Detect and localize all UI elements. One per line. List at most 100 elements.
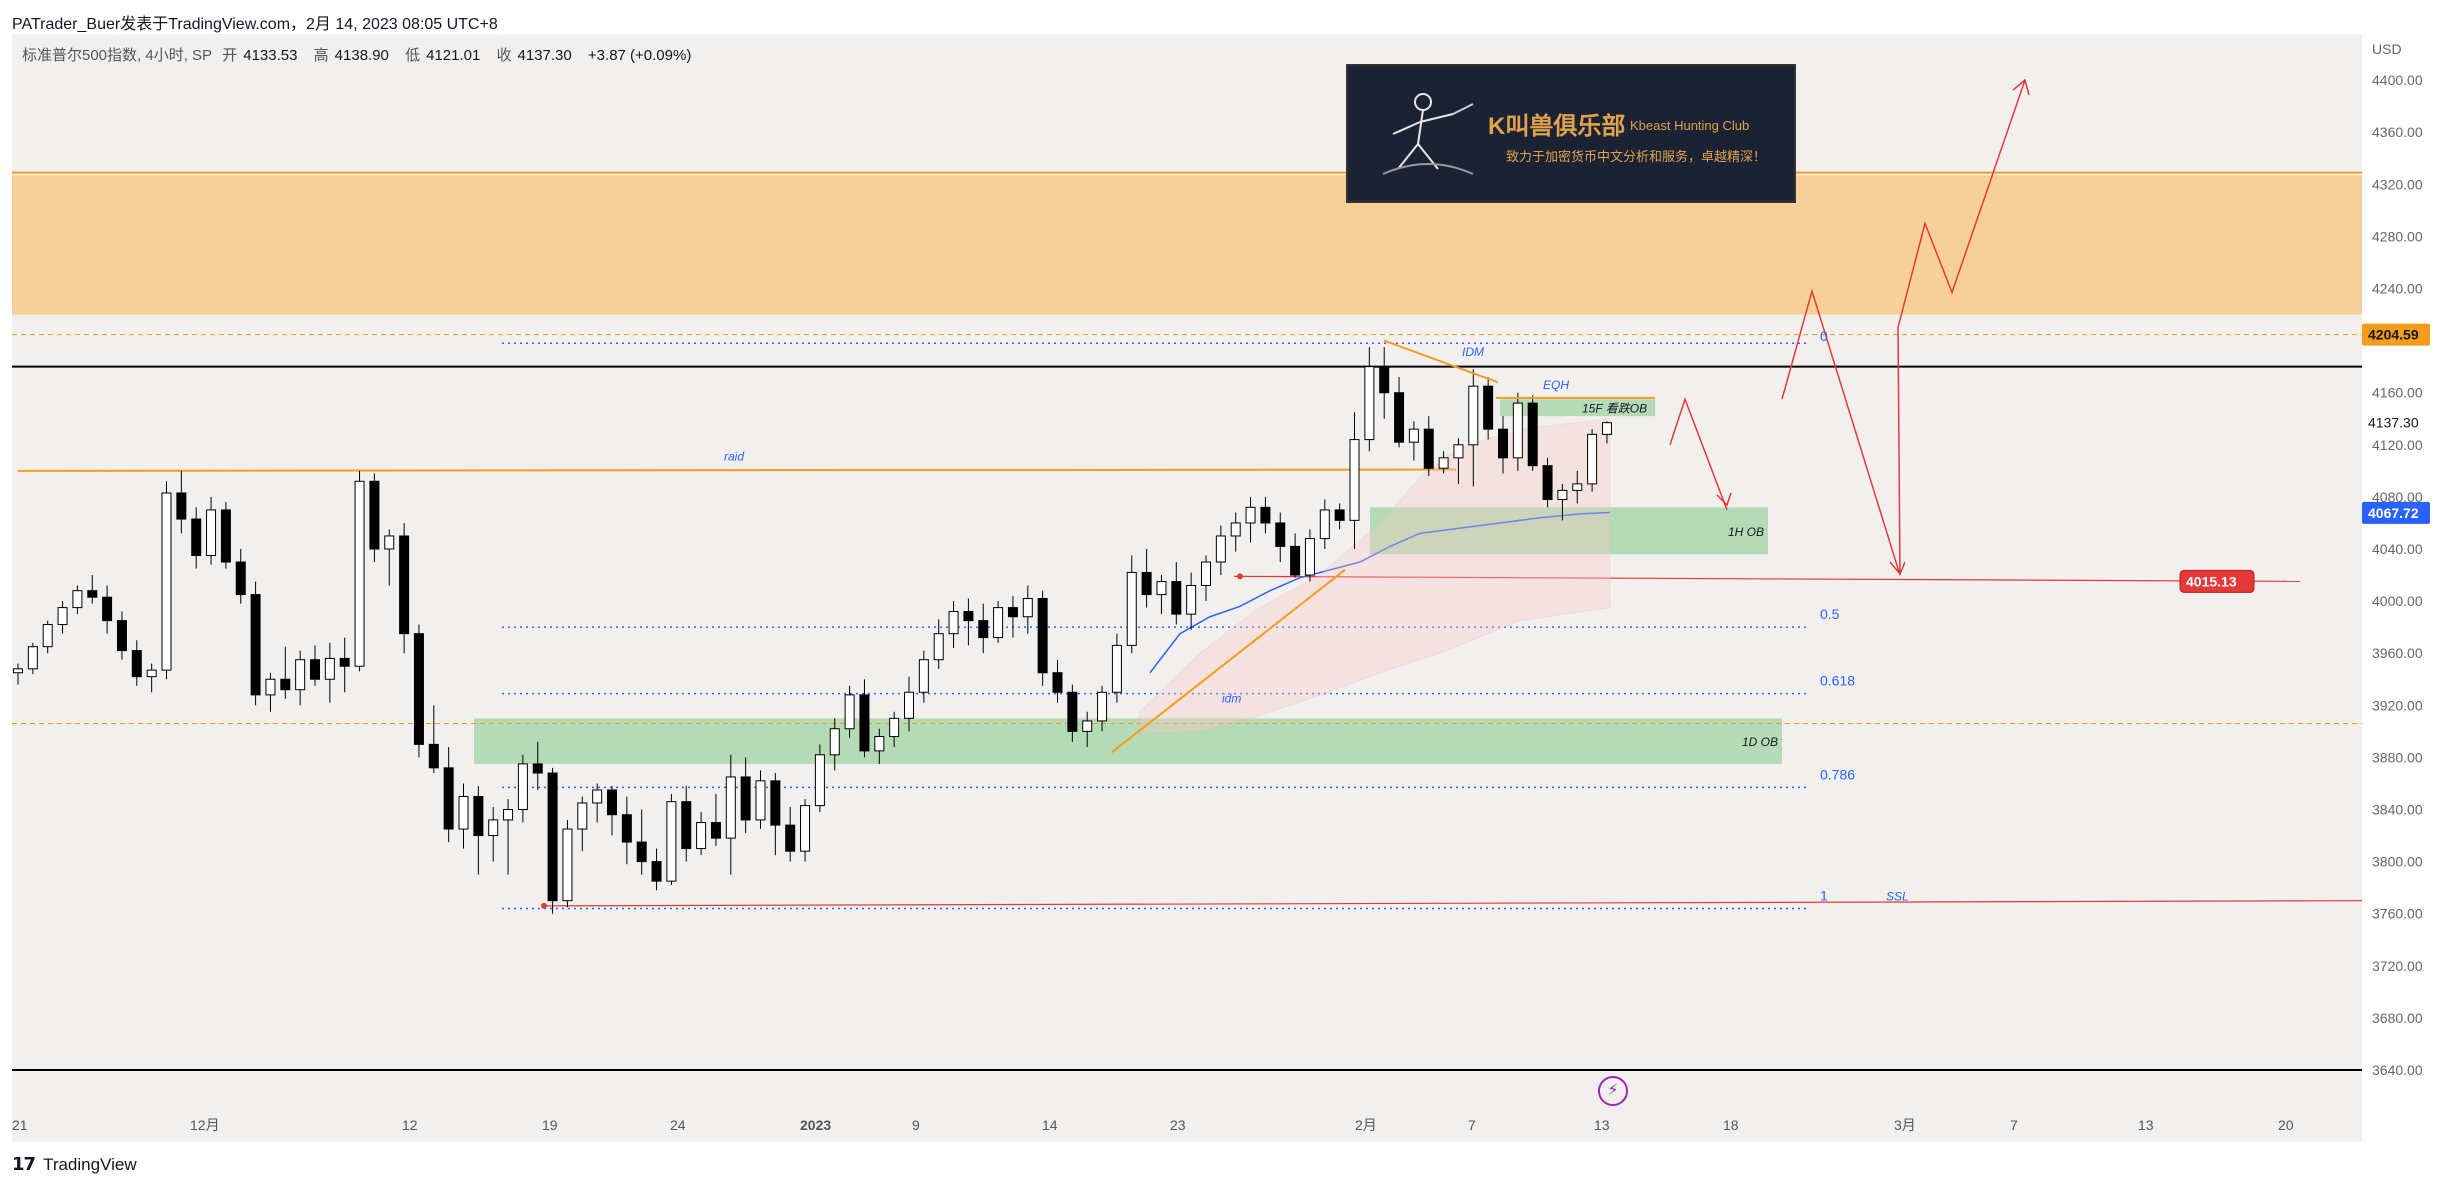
candle-body <box>13 668 23 674</box>
zone-15f-ob <box>1500 399 1655 417</box>
fib-label: 1 <box>1820 887 1828 903</box>
candle-body <box>636 841 647 863</box>
candle-body <box>176 492 187 520</box>
tradingview-footer[interactable]: 𝟭𝟳 TradingView <box>12 1154 137 1175</box>
y-tick-label: 4320.00 <box>2372 176 2423 192</box>
x-tick-label: 3月 <box>1894 1117 1916 1133</box>
candle-body <box>1601 422 1612 435</box>
candle-body <box>1349 439 1360 521</box>
arrowhead-icon <box>1716 492 1732 507</box>
candle-body <box>1557 489 1568 501</box>
candle-body <box>1052 672 1063 693</box>
candle-body <box>354 480 365 667</box>
candle-body <box>42 624 53 648</box>
candle-body <box>577 802 588 830</box>
candle-body <box>1201 561 1211 586</box>
y-tick-label: 3880.00 <box>2372 749 2423 765</box>
candle-body <box>1319 509 1330 540</box>
symbol-label[interactable]: 标准普尔500指数, 4小时, SP <box>22 47 213 64</box>
zone-label: 1H OB <box>1728 525 1764 539</box>
y-tick-label: 4360.00 <box>2372 124 2423 140</box>
low-value: 4121.01 <box>426 47 481 64</box>
tradingview-logo-icon: 𝟭𝟳 <box>12 1154 36 1174</box>
candle-body <box>1156 581 1167 596</box>
fib-label: 0.786 <box>1820 766 1855 782</box>
y-tick-label: 3960.00 <box>2372 645 2423 661</box>
candle-body <box>220 509 231 563</box>
candle-body <box>547 772 558 902</box>
candle-body <box>651 861 662 882</box>
candle-body <box>829 728 840 756</box>
candle-body <box>1097 691 1108 722</box>
x-tick-label: 13 <box>2138 1117 2154 1133</box>
candle-body <box>666 801 677 882</box>
candle-body <box>1067 691 1078 732</box>
open-value: 4133.53 <box>243 47 298 64</box>
fib-label: 0.618 <box>1820 673 1855 689</box>
candle-body <box>1290 545 1301 576</box>
y-tick-label: 4040.00 <box>2372 541 2423 557</box>
candle-body <box>978 620 989 639</box>
candle-body <box>1230 522 1241 537</box>
close-label: 收 <box>496 47 512 64</box>
candle-body <box>473 795 484 837</box>
candle-body <box>116 620 127 652</box>
candle-body <box>57 607 68 626</box>
candle-body <box>1126 571 1137 646</box>
candle-body <box>681 801 692 850</box>
open-label: 开 <box>222 47 238 64</box>
logo-title: K叫兽俱乐部 <box>1488 113 1626 140</box>
x-tick-label: 18 <box>1723 1117 1739 1133</box>
candle-body <box>131 650 142 678</box>
candle-body <box>1453 444 1464 459</box>
candle-body <box>235 561 246 596</box>
candle-body <box>384 535 395 550</box>
candle-body <box>265 678 276 696</box>
candle-body <box>993 607 1004 639</box>
candle-body <box>562 828 573 902</box>
y-tick-label: 3840.00 <box>2372 802 2423 818</box>
candle-body <box>1304 538 1315 576</box>
candle-body <box>755 780 766 821</box>
ssl-dot <box>541 902 547 909</box>
candle-body <box>27 646 38 670</box>
candle-body <box>1423 428 1434 469</box>
candle-body <box>250 594 261 696</box>
y-tick-label: 3640.00 <box>2372 1062 2423 1078</box>
candle-body <box>889 717 900 738</box>
candle-body <box>1498 428 1508 459</box>
price-label: 4067.72 <box>2368 505 2419 521</box>
projection-path <box>1781 79 2026 576</box>
candle-body <box>1171 581 1182 615</box>
candle-body <box>458 795 469 830</box>
lightning-icon[interactable]: ⚡ <box>1598 1076 1628 1106</box>
candle-body <box>963 611 974 622</box>
candle-body <box>874 736 885 752</box>
candle-body <box>607 789 617 816</box>
high-label: 高 <box>313 47 329 64</box>
projection-path-short <box>1669 396 1728 511</box>
logo-subtitle: Kbeast Hunting Club <box>1630 118 1750 133</box>
candle-body <box>710 822 721 839</box>
candle-body <box>280 678 291 691</box>
candle-body <box>206 509 217 557</box>
candle-body <box>800 805 811 852</box>
x-tick-label: 12月 <box>190 1117 220 1133</box>
y-tick-label: 4120.00 <box>2372 437 2423 453</box>
candle-body <box>146 669 157 678</box>
price-label: 4015.13 <box>2186 573 2237 589</box>
y-tick-label: 3680.00 <box>2372 1010 2423 1026</box>
candle-body <box>488 819 499 837</box>
candle-body <box>310 659 320 680</box>
candle-body <box>1037 597 1048 674</box>
candle-body <box>102 596 113 622</box>
change-value: +3.87 (+0.09%) <box>587 47 692 64</box>
candle-body <box>1245 506 1256 524</box>
hunter-emblem-icon <box>1382 93 1474 175</box>
candle-body <box>399 535 410 635</box>
candle-body <box>161 492 172 671</box>
x-tick-label: 13 <box>1594 1117 1610 1133</box>
raid-line <box>17 468 1457 472</box>
x-tick-label: 7 <box>1468 1117 1476 1133</box>
